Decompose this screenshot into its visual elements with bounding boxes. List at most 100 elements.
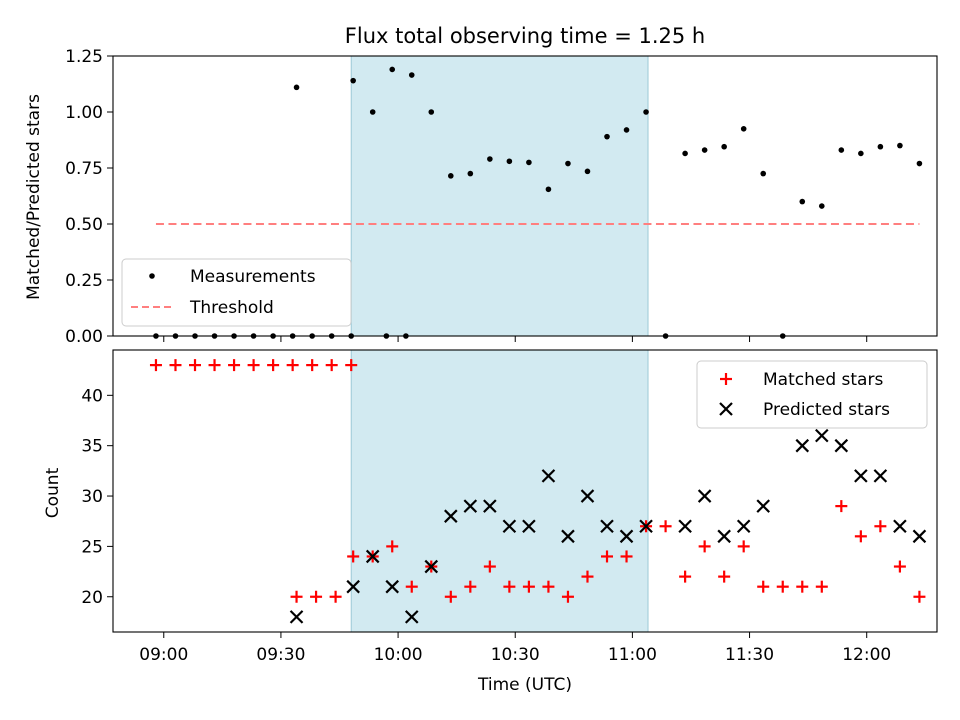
matched-stars-point — [444, 590, 457, 603]
matched-stars-point — [854, 530, 867, 543]
y-tick-label: 30 — [81, 487, 103, 507]
top-shaded-region — [351, 56, 649, 336]
matched-stars-point — [620, 550, 633, 563]
measurement-point — [858, 150, 864, 157]
measurement-point — [740, 126, 747, 132]
top-legend-box — [121, 258, 352, 327]
measurement-point — [487, 156, 493, 162]
measurement-point — [565, 160, 571, 167]
matched-stars-point — [306, 359, 319, 372]
measurement-point — [428, 109, 435, 115]
measurement-point — [350, 77, 356, 84]
predicted-stars-point — [561, 529, 575, 544]
matched-stars-point — [542, 580, 555, 593]
measurement-point — [916, 160, 923, 167]
predicted-stars-point — [289, 610, 304, 624]
bottom-legend-box — [696, 360, 928, 429]
matched-stars-point — [757, 580, 770, 593]
matched-stars-point — [310, 590, 323, 603]
predicted-stars-point — [756, 499, 770, 513]
measurement-point — [818, 203, 825, 209]
legend-predicted-label: Predicted stars — [763, 400, 890, 420]
predicted-stars-point — [385, 579, 400, 594]
y-tick-label: 0.00 — [65, 327, 103, 347]
top-y-axis-label: Matched/Predicted stars — [24, 94, 44, 300]
matched-stars-point — [329, 590, 342, 603]
measurement-point — [721, 143, 727, 150]
predicted-stars-point — [736, 519, 751, 534]
y-tick-label: 35 — [81, 437, 103, 457]
bottom-shaded-region — [351, 350, 649, 632]
x-tick-label: 10:00 — [374, 645, 423, 665]
matched-stars-point — [581, 570, 594, 583]
matched-stars-point — [737, 540, 750, 553]
predicted-stars-point — [346, 579, 360, 594]
measurement-point — [682, 150, 688, 157]
matched-stars-point — [325, 359, 338, 372]
bottom-y-ticks: 20 25 30 35 40 — [81, 386, 113, 608]
predicted-stars-point — [444, 509, 458, 523]
predicted-stars-point — [912, 529, 927, 544]
y-tick-label: 0.25 — [65, 271, 103, 291]
matched-stars-point — [189, 359, 202, 372]
measurement-point — [623, 127, 630, 133]
predicted-stars-point — [717, 529, 731, 544]
predicted-stars-point — [639, 519, 653, 534]
matched-stars-point — [267, 359, 280, 372]
matched-stars-point — [679, 570, 692, 583]
predicted-stars-point — [678, 519, 692, 534]
top-x-ticks — [163, 336, 868, 342]
x-tick-label: 09:30 — [256, 645, 305, 665]
measurement-point — [643, 109, 649, 115]
bottom-panel: 20 25 30 35 40 09:00 09:30 10:00 10:30 11:00 11:3… — [43, 349, 938, 695]
matched-stars-point — [286, 359, 299, 372]
bottom-plot-frame — [112, 349, 938, 633]
matched-stars-point — [464, 580, 477, 593]
measurement-point — [369, 109, 376, 115]
measurement-point — [604, 133, 610, 140]
top-plot-frame — [112, 55, 938, 337]
legend-measurements-marker — [149, 273, 155, 279]
matched-stars-point — [503, 580, 516, 593]
predicted-stars-point — [873, 469, 888, 483]
predicted-stars-point — [834, 438, 849, 453]
y-tick-label: 25 — [81, 537, 103, 557]
matched-stars-point — [149, 359, 162, 372]
measurement-point — [545, 186, 552, 193]
top-y-ticks: 0.00 0.25 0.50 0.75 1.00 1.25 — [65, 47, 113, 347]
matched-stars-point — [247, 359, 260, 372]
legend-matched-label: Matched stars — [763, 370, 883, 390]
predicted-stars-point — [600, 519, 614, 534]
matched-stars-point — [483, 560, 496, 573]
chart-title: Flux total observing time = 1.25 h — [345, 24, 705, 48]
matched-stars-point — [345, 359, 358, 372]
measurement-point — [701, 147, 708, 153]
matched-stars-point — [913, 590, 926, 603]
predicted-stars-point — [795, 438, 810, 453]
predicted-stars-point — [522, 519, 536, 534]
x-tick-label: 09:00 — [139, 645, 188, 665]
y-tick-label: 40 — [81, 386, 103, 406]
predicted-stars-point — [541, 469, 556, 483]
x-tick-label: 12:00 — [842, 645, 891, 665]
bottom-series — [149, 350, 927, 632]
measurement-point — [506, 158, 513, 165]
matched-stars-point — [522, 580, 535, 593]
matched-stars-point — [776, 580, 789, 593]
matched-stars-point — [718, 570, 731, 583]
matched-stars-point — [874, 520, 887, 533]
bottom-legend: Matched stars Predicted stars — [696, 360, 928, 429]
legend-predicted-marker — [719, 402, 733, 416]
x-tick-label: 11:00 — [608, 645, 657, 665]
predicted-stars-point — [619, 529, 634, 544]
measurement-point — [448, 173, 454, 179]
y-tick-label: 0.50 — [65, 215, 103, 235]
matched-stars-point — [208, 359, 221, 372]
matched-stars-point — [835, 500, 848, 513]
matched-stars-point — [347, 550, 360, 563]
y-tick-label: 0.75 — [65, 159, 103, 179]
measurement-point — [877, 143, 884, 150]
predicted-stars-point — [463, 499, 478, 513]
measurement-point — [526, 159, 532, 166]
